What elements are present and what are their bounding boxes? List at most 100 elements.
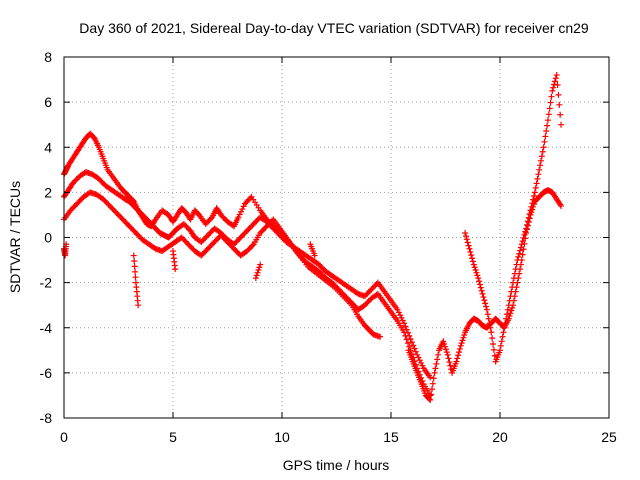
data-point	[253, 218, 260, 225]
data-point	[533, 180, 540, 187]
data-point	[482, 300, 489, 307]
data-point	[206, 216, 213, 223]
x-tick-label: 10	[274, 429, 290, 445]
data-point	[470, 261, 477, 268]
data-point	[122, 219, 129, 226]
data-point	[217, 211, 224, 218]
data-point	[180, 220, 187, 227]
data-point	[558, 121, 565, 128]
data-point	[118, 215, 125, 222]
data-point	[517, 247, 524, 254]
data-point	[514, 257, 521, 264]
data-point	[220, 234, 227, 241]
data-point	[172, 266, 179, 273]
data-point	[523, 225, 530, 232]
data-point	[255, 266, 262, 273]
data-point	[151, 244, 158, 251]
data-point	[112, 208, 119, 215]
data-point	[202, 234, 209, 241]
data-point	[412, 348, 419, 355]
data-point	[528, 203, 535, 210]
data-point	[510, 275, 517, 282]
data-point	[489, 335, 496, 342]
data-point	[200, 249, 207, 256]
data-point	[113, 209, 120, 216]
data-point	[365, 298, 372, 305]
data-point	[486, 320, 493, 327]
data-point	[74, 200, 81, 207]
data-point	[427, 396, 434, 403]
data-point	[254, 269, 261, 276]
data-point	[505, 302, 512, 309]
data-point	[123, 220, 130, 227]
data-point	[97, 177, 104, 184]
data-point	[394, 306, 401, 313]
data-point	[183, 223, 190, 230]
data-point	[220, 214, 227, 221]
data-point	[199, 237, 206, 244]
data-point	[102, 198, 109, 205]
y-tick-label: 2	[44, 184, 52, 200]
data-point	[72, 202, 79, 209]
data-point	[72, 177, 79, 184]
data-point	[363, 291, 370, 298]
data-point	[346, 297, 353, 304]
data-point	[182, 238, 189, 245]
data-point	[210, 240, 217, 247]
data-point	[555, 91, 562, 98]
data-point	[443, 349, 450, 356]
data-point	[75, 199, 82, 206]
data-point	[490, 340, 497, 347]
y-axis-label: SDTVAR / TECUs	[7, 181, 23, 293]
data-point	[497, 342, 504, 349]
data-point	[507, 293, 514, 300]
data-point	[473, 269, 480, 276]
data-point	[252, 275, 259, 282]
x-tick-label: 25	[601, 429, 617, 445]
data-point	[296, 252, 303, 259]
data-point	[228, 243, 235, 250]
x-tick-labels: 0 5 10 15 20 25	[60, 429, 617, 445]
data-point	[515, 253, 522, 260]
data-point	[214, 236, 221, 243]
data-point	[469, 258, 476, 265]
data-point	[208, 241, 215, 248]
data-point	[106, 202, 113, 209]
data-point	[430, 375, 437, 382]
data-point	[343, 294, 350, 301]
data-point	[531, 189, 538, 196]
data-point	[250, 220, 257, 227]
data-point	[232, 247, 239, 254]
data-point	[329, 279, 336, 286]
data-point	[373, 291, 380, 298]
data-point	[208, 228, 215, 235]
data-point	[182, 222, 189, 229]
data-point	[267, 219, 274, 226]
data-point	[441, 340, 448, 347]
data-point	[440, 338, 447, 345]
data-point	[236, 235, 243, 242]
data-point	[415, 354, 422, 361]
data-point	[352, 303, 359, 310]
data-point	[261, 225, 268, 232]
data-point	[369, 285, 376, 292]
data-point	[401, 320, 408, 327]
data-point	[513, 261, 520, 268]
data-point	[297, 253, 304, 260]
data-point	[542, 133, 549, 140]
data-point	[206, 230, 213, 237]
data-point	[244, 197, 251, 204]
data-point	[238, 233, 245, 240]
data-point	[455, 352, 462, 359]
x-tick-label: 20	[492, 429, 508, 445]
data-point	[499, 333, 506, 340]
data-point	[509, 304, 516, 311]
data-point	[516, 250, 523, 257]
data-point	[319, 265, 326, 272]
data-point	[98, 178, 105, 185]
data-point	[115, 212, 122, 219]
data-point	[229, 244, 236, 251]
data-point	[344, 295, 351, 302]
data-point	[433, 360, 440, 367]
data-point	[395, 309, 402, 316]
